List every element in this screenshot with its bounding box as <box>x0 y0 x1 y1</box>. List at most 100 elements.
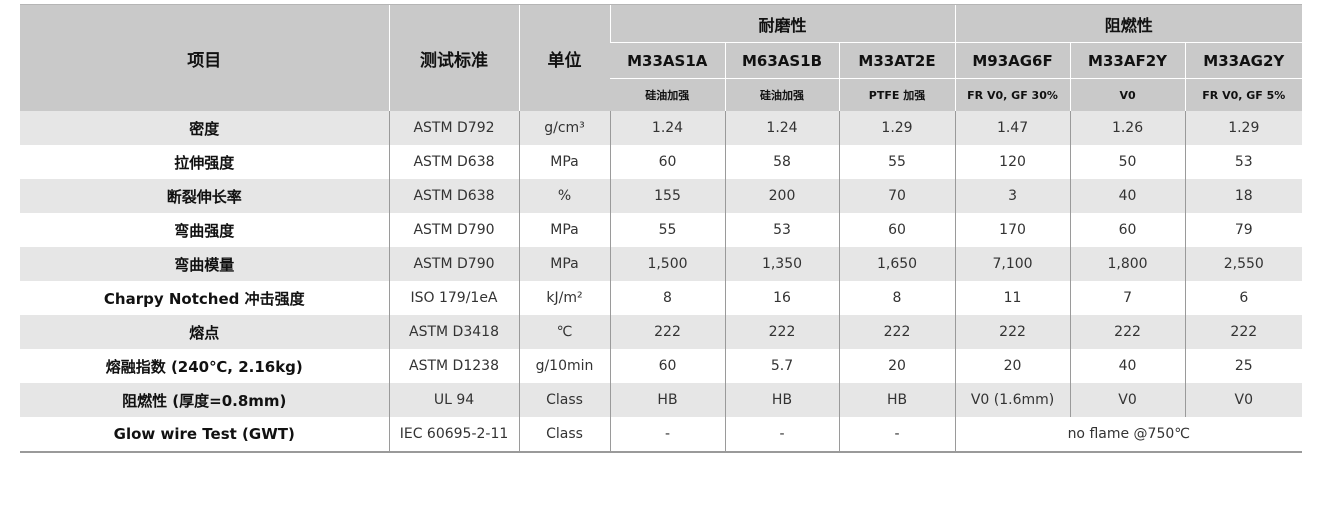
value-cell: 5.7 <box>724 349 839 383</box>
value-cell: 1.24 <box>609 111 725 145</box>
grade-name: M93AG6F <box>954 42 1071 79</box>
value-cell: 2,550 <box>1184 247 1303 281</box>
test-standard-cell: UL 94 <box>388 383 519 417</box>
value-cell: 60 <box>1069 213 1186 247</box>
value-cell: - <box>609 417 725 453</box>
table-row: Glow wire Test (GWT) IEC 60695-2-11 Class -… <box>20 417 1303 453</box>
value-cell: V0 <box>1069 383 1186 417</box>
value-cell: 1,350 <box>724 247 839 281</box>
merged-value-cell: no flame @750℃ <box>954 417 1303 453</box>
value-cell: 222 <box>724 315 839 349</box>
value-cell: 55 <box>609 213 725 247</box>
properties-table: 项目 测试标准 单位 耐磨性 阻燃性 M33AS1A M63AS1B M33AT… <box>20 5 1303 453</box>
value-cell: HB <box>838 383 956 417</box>
property-name-cell: 弯曲强度 <box>20 213 389 247</box>
table-row: 拉伸强度 ASTM D638 MPa 60 58 55 120 50 53 <box>20 145 1303 179</box>
header-group-wear-resistance: 耐磨性 <box>609 5 956 43</box>
test-standard-cell: ASTM D3418 <box>388 315 519 349</box>
value-cell: 7,100 <box>954 247 1071 281</box>
unit-cell: MPa <box>518 145 610 179</box>
grade-description: V0 <box>1069 78 1186 111</box>
property-name-cell: 拉伸强度 <box>20 145 389 179</box>
header-unit: 单位 <box>518 5 610 111</box>
value-cell: 170 <box>954 213 1071 247</box>
value-cell: - <box>724 417 839 453</box>
value-cell: 25 <box>1184 349 1303 383</box>
table-body: 密度 ASTM D792 g/cm³ 1.24 1.24 1.29 1.47 1.26 1.29… <box>20 111 1303 453</box>
test-standard-cell: ASTM D638 <box>388 179 519 213</box>
table-row: 阻燃性 (厚度=0.8mm) UL 94 Class HB HB HB V0 (1.6mm)… <box>20 383 1303 417</box>
value-cell: 79 <box>1184 213 1303 247</box>
property-name-cell: Charpy Notched 冲击强度 <box>20 281 389 315</box>
table-row: 弯曲模量 ASTM D790 MPa 1,500 1,350 1,650 7,100 1,80… <box>20 247 1303 281</box>
value-cell: 1.29 <box>1184 111 1303 145</box>
value-cell: 155 <box>609 179 725 213</box>
property-name-cell: Glow wire Test (GWT) <box>20 417 389 453</box>
table-row: 熔融指数 (240℃, 2.16kg) ASTM D1238 g/10min 60 5.… <box>20 349 1303 383</box>
table-row: 弯曲强度 ASTM D790 MPa 55 53 60 170 60 79 <box>20 213 1303 247</box>
property-name-cell: 熔点 <box>20 315 389 349</box>
value-cell: 120 <box>954 145 1071 179</box>
test-standard-cell: ASTM D790 <box>388 247 519 281</box>
value-cell: 11 <box>954 281 1071 315</box>
value-cell: - <box>838 417 956 453</box>
test-standard-cell: IEC 60695-2-11 <box>388 417 519 453</box>
grade-name: M33AF2Y <box>1069 42 1186 79</box>
value-cell: 40 <box>1069 179 1186 213</box>
value-cell: 1,500 <box>609 247 725 281</box>
value-cell: 20 <box>954 349 1071 383</box>
value-cell: 6 <box>1184 281 1303 315</box>
grade-description: 硅油加强 <box>610 78 725 111</box>
value-cell: 200 <box>724 179 839 213</box>
value-cell: 222 <box>954 315 1071 349</box>
property-name-cell: 阻燃性 (厚度=0.8mm) <box>20 383 389 417</box>
grade-name: M63AS1B <box>724 42 839 79</box>
grade-description: FR V0, GF 5% <box>1184 78 1303 111</box>
unit-cell: g/10min <box>518 349 610 383</box>
value-cell: 50 <box>1069 145 1186 179</box>
property-name-cell: 断裂伸长率 <box>20 179 389 213</box>
value-cell: 1.26 <box>1069 111 1186 145</box>
value-cell: 53 <box>1184 145 1303 179</box>
test-standard-cell: ASTM D638 <box>388 145 519 179</box>
grade-name: M33AT2E <box>838 42 956 79</box>
grade-description: PTFE 加强 <box>838 78 956 111</box>
value-cell: HB <box>609 383 725 417</box>
value-cell: 40 <box>1069 349 1186 383</box>
table-top-rule <box>20 4 1302 5</box>
value-cell: 18 <box>1184 179 1303 213</box>
table-row: 密度 ASTM D792 g/cm³ 1.24 1.24 1.29 1.47 1.26 1.29 <box>20 111 1303 145</box>
value-cell: 58 <box>724 145 839 179</box>
property-name-cell: 熔融指数 (240℃, 2.16kg) <box>20 349 389 383</box>
property-name-cell: 密度 <box>20 111 389 145</box>
value-cell: 60 <box>609 145 725 179</box>
test-standard-cell: ASTM D792 <box>388 111 519 145</box>
unit-cell: % <box>518 179 610 213</box>
value-cell: HB <box>724 383 839 417</box>
grade-name: M33AG2Y <box>1184 42 1303 79</box>
value-cell: 55 <box>838 145 956 179</box>
properties-table-container: 项目 测试标准 单位 耐磨性 阻燃性 M33AS1A M63AS1B M33AT… <box>20 5 1303 453</box>
table-row: 断裂伸长率 ASTM D638% 155 200 70 3 40 18 <box>20 179 1303 213</box>
grade-description: FR V0, GF 30% <box>954 78 1071 111</box>
header-group-flame-retardant: 阻燃性 <box>954 5 1303 43</box>
value-cell: 8 <box>838 281 956 315</box>
value-cell: 3 <box>954 179 1071 213</box>
test-standard-cell: ASTM D1238 <box>388 349 519 383</box>
header-item: 项目 <box>20 5 389 111</box>
value-cell: 1,800 <box>1069 247 1186 281</box>
value-cell: 16 <box>724 281 839 315</box>
value-cell: 1.29 <box>838 111 956 145</box>
value-cell: 222 <box>838 315 956 349</box>
grade-description: 硅油加强 <box>724 78 839 111</box>
table-header: 项目 测试标准 单位 耐磨性 阻燃性 M33AS1A M63AS1B M33AT… <box>20 5 1303 111</box>
value-cell: 70 <box>838 179 956 213</box>
value-cell: V0 (1.6mm) <box>954 383 1071 417</box>
value-cell: 1,650 <box>838 247 956 281</box>
value-cell: 60 <box>838 213 956 247</box>
value-cell: V0 <box>1184 383 1303 417</box>
value-cell: 7 <box>1069 281 1186 315</box>
table-row: 熔点 ASTM D3418 ℃ 222 222 222 222 222 222 <box>20 315 1303 349</box>
grade-name: M33AS1A <box>610 42 725 79</box>
value-cell: 60 <box>609 349 725 383</box>
